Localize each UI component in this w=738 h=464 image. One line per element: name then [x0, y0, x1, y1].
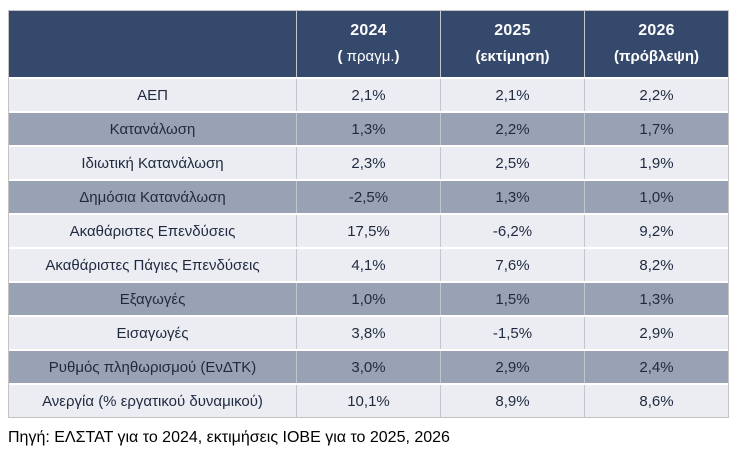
row-value: 1,3%: [296, 113, 440, 145]
row-value: 1,3%: [440, 181, 584, 213]
row-label: Ανεργία (% εργατικού δυναμικού): [42, 392, 263, 410]
row-value: 1,5%: [440, 283, 584, 315]
header-sub-word: πραγμ.: [346, 48, 395, 65]
header-col-2026: 2026 (πρόβλεψη): [584, 11, 728, 77]
table-row: Εισαγωγές 3,8% -1,5% 2,9%: [9, 317, 728, 351]
table-row: Ακαθάριστες Επενδύσεις 17,5% -6,2% 9,2%: [9, 215, 728, 249]
row-value: 1,9%: [584, 147, 728, 179]
row-label: Κατανάλωση: [109, 120, 196, 138]
table-row: Εξαγωγές 1,0% 1,5% 1,3%: [9, 283, 728, 317]
row-value: 1,3%: [584, 283, 728, 315]
header-sub-close-paren: ): [394, 48, 400, 65]
row-label: ΑΕΠ: [137, 86, 168, 104]
header-sub-open-paren: (: [337, 48, 347, 65]
row-value: 2,9%: [584, 317, 728, 349]
row-value: 2,9%: [440, 351, 584, 383]
row-value: 8,9%: [440, 385, 584, 417]
table-header-row: 2024( πραγμ.) 2025 (εκτίμηση) 2026 (πρόβλεψη…: [9, 11, 728, 79]
header-sub-word: πρόβλεψη: [618, 48, 694, 65]
forecast-table: 2024( πραγμ.) 2025 (εκτίμηση) 2026 (πρόβλεψη…: [8, 10, 729, 418]
row-value: 2,2%: [440, 113, 584, 145]
row-value: 2,1%: [296, 79, 440, 111]
header-sub-close-paren: ): [694, 48, 699, 65]
row-value: 8,6%: [584, 385, 728, 417]
row-value: -1,5%: [440, 317, 584, 349]
header-year-label: 2026: [638, 22, 675, 39]
row-value: 2,3%: [296, 147, 440, 179]
row-label: Ακαθάριστες Επενδύσεις: [69, 222, 236, 240]
row-label: Εξαγωγές: [119, 290, 186, 308]
source-note: Πηγή: ΕΛΣΤΑΤ για το 2024, εκτιμήσεις ΙΟΒ…: [8, 429, 450, 446]
table-row: Ανεργία (% εργατικού δυναμικού) 10,1% 8,9%…: [9, 385, 728, 417]
row-label: Εισαγωγές: [116, 324, 189, 342]
row-value: 17,5%: [296, 215, 440, 247]
header-sub-label: (εκτίμηση): [475, 48, 549, 65]
row-value: -2,5%: [296, 181, 440, 213]
header-year-label: 2025: [494, 22, 531, 39]
table-row: Ρυθμός πληθωρισμού (ΕνΔΤΚ) 3,0% 2,9% 2,4%: [9, 351, 728, 385]
row-value: 10,1%: [296, 385, 440, 417]
table-row: Ιδιωτική Κατανάλωση 2,3% 2,5% 1,9%: [9, 147, 728, 181]
row-value: -6,2%: [440, 215, 584, 247]
row-value: 2,4%: [584, 351, 728, 383]
table-body: ΑΕΠ 2,1% 2,1% 2,2% Κατανάλωση 1,3% 2,2% 1,7% Ιδι…: [9, 79, 728, 417]
row-label: Ακαθάριστες Πάγιες Επενδύσεις: [45, 256, 260, 274]
row-label: Ρυθμός πληθωρισμού (ΕνΔΤΚ): [48, 358, 257, 376]
row-value: 2,5%: [440, 147, 584, 179]
row-value: 3,8%: [296, 317, 440, 349]
header-sub-label: ( πραγμ.): [337, 48, 399, 65]
header-sub-label: (πρόβλεψη): [614, 48, 699, 65]
table-row: ΑΕΠ 2,1% 2,1% 2,2%: [9, 79, 728, 113]
row-value: 7,6%: [440, 249, 584, 281]
row-value: 1,7%: [584, 113, 728, 145]
row-value: 1,0%: [584, 181, 728, 213]
header-sub-open-paren: (: [613, 48, 619, 65]
header-col-2025: 2025 (εκτίμηση): [440, 11, 584, 77]
header-sub-close-paren: ): [544, 48, 550, 65]
table-row: Ακαθάριστες Πάγιες Επενδύσεις 4,1% 7,6% 8,2…: [9, 249, 728, 283]
header-col-2024: 2024( πραγμ.): [296, 11, 440, 77]
header-year-label: 2024: [350, 22, 387, 39]
header-sub-open-paren: (: [475, 48, 481, 65]
row-value: 2,1%: [440, 79, 584, 111]
row-label: Δημόσια Κατανάλωση: [79, 188, 226, 206]
row-value: 8,2%: [584, 249, 728, 281]
row-value: 1,0%: [296, 283, 440, 315]
row-value: 2,2%: [584, 79, 728, 111]
row-value: 9,2%: [584, 215, 728, 247]
row-label: Ιδιωτική Κατανάλωση: [81, 154, 224, 172]
row-value: 3,0%: [296, 351, 440, 383]
table-row: Δημόσια Κατανάλωση -2,5% 1,3% 1,0%: [9, 181, 728, 215]
row-value: 4,1%: [296, 249, 440, 281]
header-empty-cell: [9, 11, 296, 77]
header-sub-word: εκτίμηση: [480, 48, 545, 65]
table-row: Κατανάλωση 1,3% 2,2% 1,7%: [9, 113, 728, 147]
